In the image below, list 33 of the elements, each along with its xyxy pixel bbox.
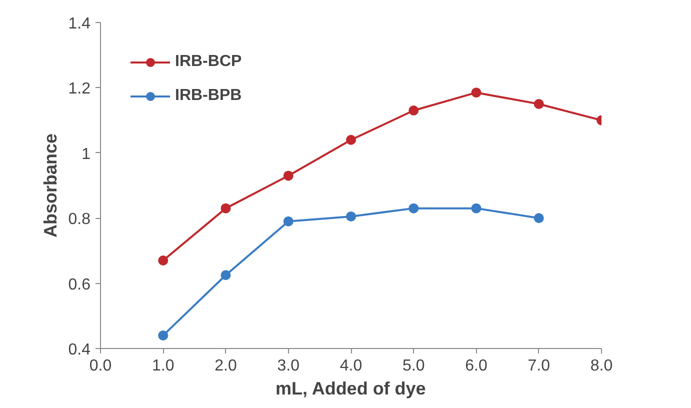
point: [534, 213, 544, 224]
x-tick-label: 7.0: [528, 358, 550, 374]
y-tick-label: 0.8: [68, 211, 91, 228]
point: [346, 134, 356, 145]
point: [158, 255, 168, 266]
y-tick-label: 0.6: [68, 276, 91, 294]
point: [471, 203, 482, 214]
y-tick-label: 1: [82, 146, 91, 163]
x-tick-label: 6.0: [465, 358, 488, 374]
point: [283, 216, 294, 226]
point: [471, 88, 482, 98]
y-axis-title: Absorbance: [40, 133, 60, 238]
legend-label: IRB-BPB: [175, 87, 242, 105]
legend-label: IRB-BCP: [175, 53, 242, 71]
point: [220, 270, 231, 280]
point: [534, 99, 544, 109]
point: [408, 106, 419, 116]
x-tick-label: 0.0: [89, 358, 112, 374]
x-tick-label: 2.0: [214, 358, 237, 374]
y-tick-label: 1.2: [68, 80, 91, 98]
x-tick-label: 1.0: [152, 358, 174, 374]
x-tick-label: 3.0: [277, 358, 300, 374]
point: [158, 330, 168, 340]
x-tick-label: 4.0: [340, 358, 362, 374]
x-tick-label: 8.0: [590, 358, 613, 374]
x-tick-label: 5.0: [402, 358, 425, 374]
y-tick-label: 1.4: [68, 16, 91, 32]
point: [283, 170, 294, 181]
x-axis-title: mL, Added of dye: [276, 378, 426, 398]
point: [220, 203, 231, 214]
point: [346, 211, 356, 222]
y-tick-label: 0.4: [68, 342, 91, 358]
point: [408, 203, 419, 214]
